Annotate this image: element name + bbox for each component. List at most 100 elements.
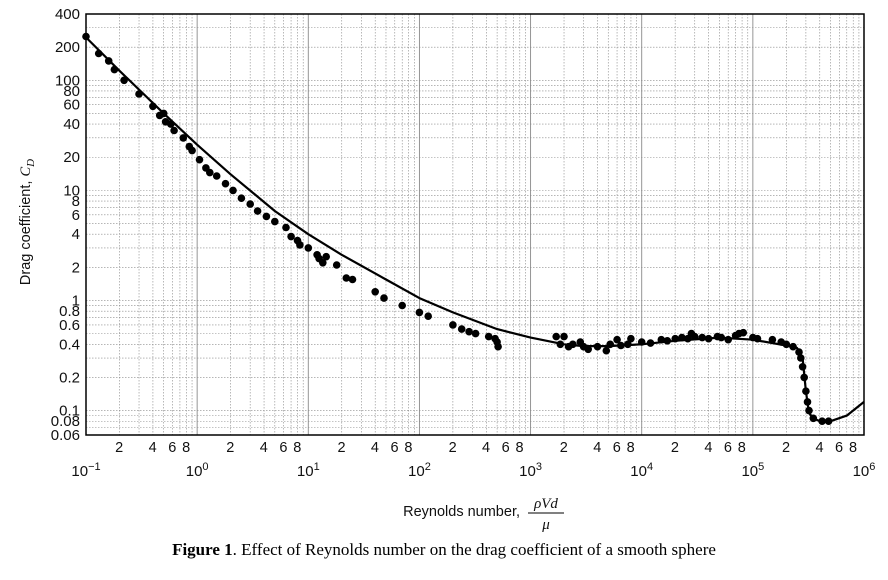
data-point (188, 146, 196, 155)
y-tick-label: 10 (63, 182, 80, 199)
y-tick-label: 0.06 (51, 427, 80, 444)
data-point (342, 274, 351, 282)
data-point (246, 200, 254, 208)
data-point (637, 338, 646, 346)
data-point (221, 179, 230, 188)
data-point (717, 333, 726, 342)
data-point (104, 57, 113, 65)
x-label-denominator: μ (541, 517, 550, 533)
data-point (803, 398, 812, 406)
data-point (287, 232, 295, 241)
x-minor-tick-label: 4 (149, 440, 158, 456)
x-minor-tick-label: 2 (337, 440, 346, 456)
x-major-tick-label: 102 (408, 461, 431, 480)
y-tick-label: 2 (72, 259, 80, 276)
x-minor-tick-label: 4 (704, 440, 713, 456)
data-point (348, 275, 357, 284)
y-tick-label: 0.8 (59, 303, 80, 320)
x-minor-tick-label: 4 (482, 440, 491, 456)
data-point (795, 348, 803, 356)
data-point (212, 172, 221, 180)
data-point (82, 32, 90, 41)
data-point (149, 102, 157, 111)
data-point (167, 120, 175, 128)
x-major-tick-label: 10−1 (71, 461, 100, 480)
plot-frame (85, 13, 865, 436)
data-point (663, 337, 672, 345)
data-point (627, 334, 635, 343)
data-point (671, 334, 679, 343)
data-point (484, 332, 493, 341)
x-minor-tick-label: 6 (613, 440, 622, 456)
data-point (797, 354, 805, 362)
data-point (606, 340, 614, 349)
data-point (657, 335, 666, 344)
x-major-tick-label: 101 (297, 461, 320, 480)
data-point (110, 65, 119, 74)
x-minor-tick-label: 6 (502, 440, 511, 456)
data-points (82, 32, 833, 426)
svg-text:Reynolds number,: Reynolds number, (403, 504, 520, 520)
x-minor-tick-label: 8 (182, 440, 191, 456)
data-point (753, 334, 762, 343)
y-tick-label: 40 (63, 116, 80, 133)
data-point (449, 321, 457, 329)
data-point (552, 332, 560, 341)
x-major-tick-label: 103 (519, 461, 542, 480)
y-tick-label: 0.08 (51, 413, 80, 430)
x-minor-tick-label: 2 (671, 440, 680, 456)
data-point (724, 335, 732, 344)
y-tick-label: 0.1 (59, 403, 80, 420)
y-tick-label: 60 (63, 97, 80, 114)
data-point (424, 312, 433, 321)
x-minor-tick-label: 6 (390, 440, 399, 456)
y-tick-label: 8 (72, 193, 80, 210)
data-point (135, 90, 143, 98)
data-point (646, 339, 655, 347)
data-point (739, 328, 748, 337)
data-point (322, 252, 331, 261)
x-minor-tick-label: 2 (782, 440, 791, 456)
y-tick-label: 80 (63, 83, 80, 100)
x-minor-tick-label: 2 (449, 440, 458, 456)
y-tick-labels: 4002001008060402010864210.80.60.40.20.10… (51, 6, 80, 444)
data-point (802, 387, 810, 396)
data-point (253, 207, 262, 215)
y-tick-label: 0.6 (59, 317, 80, 334)
data-point (789, 342, 797, 351)
y-tick-label: 4 (72, 226, 80, 243)
x-minor-tick-label: 8 (627, 440, 636, 456)
drag-curve (85, 36, 865, 423)
data-point (818, 417, 826, 426)
x-minor-tick-label: 2 (560, 440, 569, 456)
data-point (494, 342, 502, 351)
data-point (768, 335, 777, 344)
caption-label: Figure 1 (172, 540, 233, 559)
x-minor-tick-label: 8 (849, 440, 858, 456)
y-tick-label: 200 (55, 39, 80, 56)
data-point (560, 332, 568, 341)
x-minor-tick-label: 6 (724, 440, 733, 456)
x-minor-tick-label: 2 (115, 440, 124, 456)
data-point (690, 332, 699, 341)
data-point (465, 327, 473, 336)
data-point (457, 325, 466, 333)
data-point (805, 406, 813, 415)
x-major-tick-label: 106 (853, 461, 876, 480)
data-point (94, 49, 103, 58)
caption-text: . Effect of Reynolds number on the drag … (232, 540, 716, 559)
data-point (332, 261, 341, 269)
data-point (282, 223, 290, 232)
x-minor-tick-label: 8 (738, 440, 747, 456)
data-point (179, 134, 188, 142)
x-minor-tick-label: 4 (593, 440, 602, 456)
x-major-tick-label: 104 (630, 461, 653, 480)
data-point (371, 288, 380, 296)
data-point (304, 244, 313, 252)
data-point (195, 155, 204, 164)
data-point (556, 340, 565, 349)
x-minor-tick-label: 4 (815, 440, 824, 456)
y-tick-label: 0.2 (59, 369, 80, 386)
